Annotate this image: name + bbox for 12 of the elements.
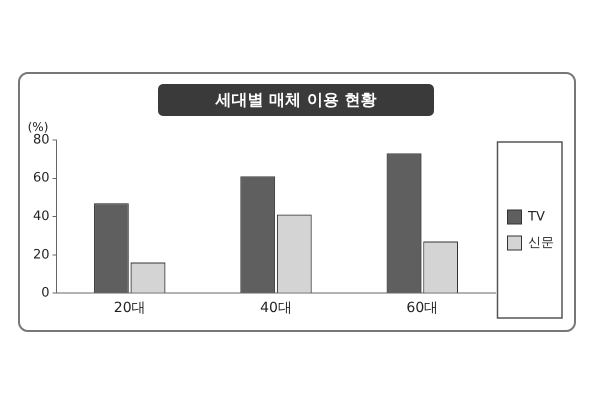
legend-label: 신문 [528,235,554,250]
y-tick-label: 40 [32,208,50,224]
legend-label: TV [527,209,545,224]
x-tick-label: 60대 [406,300,438,316]
y-tick-label: 60 [32,170,50,186]
x-tick-label: 20대 [114,300,146,316]
x-tick-label: 40대 [260,300,292,316]
y-axis-title: (%) [28,120,48,134]
y-tick-label: 0 [41,286,50,301]
y-tick-label: 80 [32,132,50,148]
y-tick-label: 20 [32,247,50,262]
chart-title: 세대별 매체 이용 현황 [158,84,434,116]
